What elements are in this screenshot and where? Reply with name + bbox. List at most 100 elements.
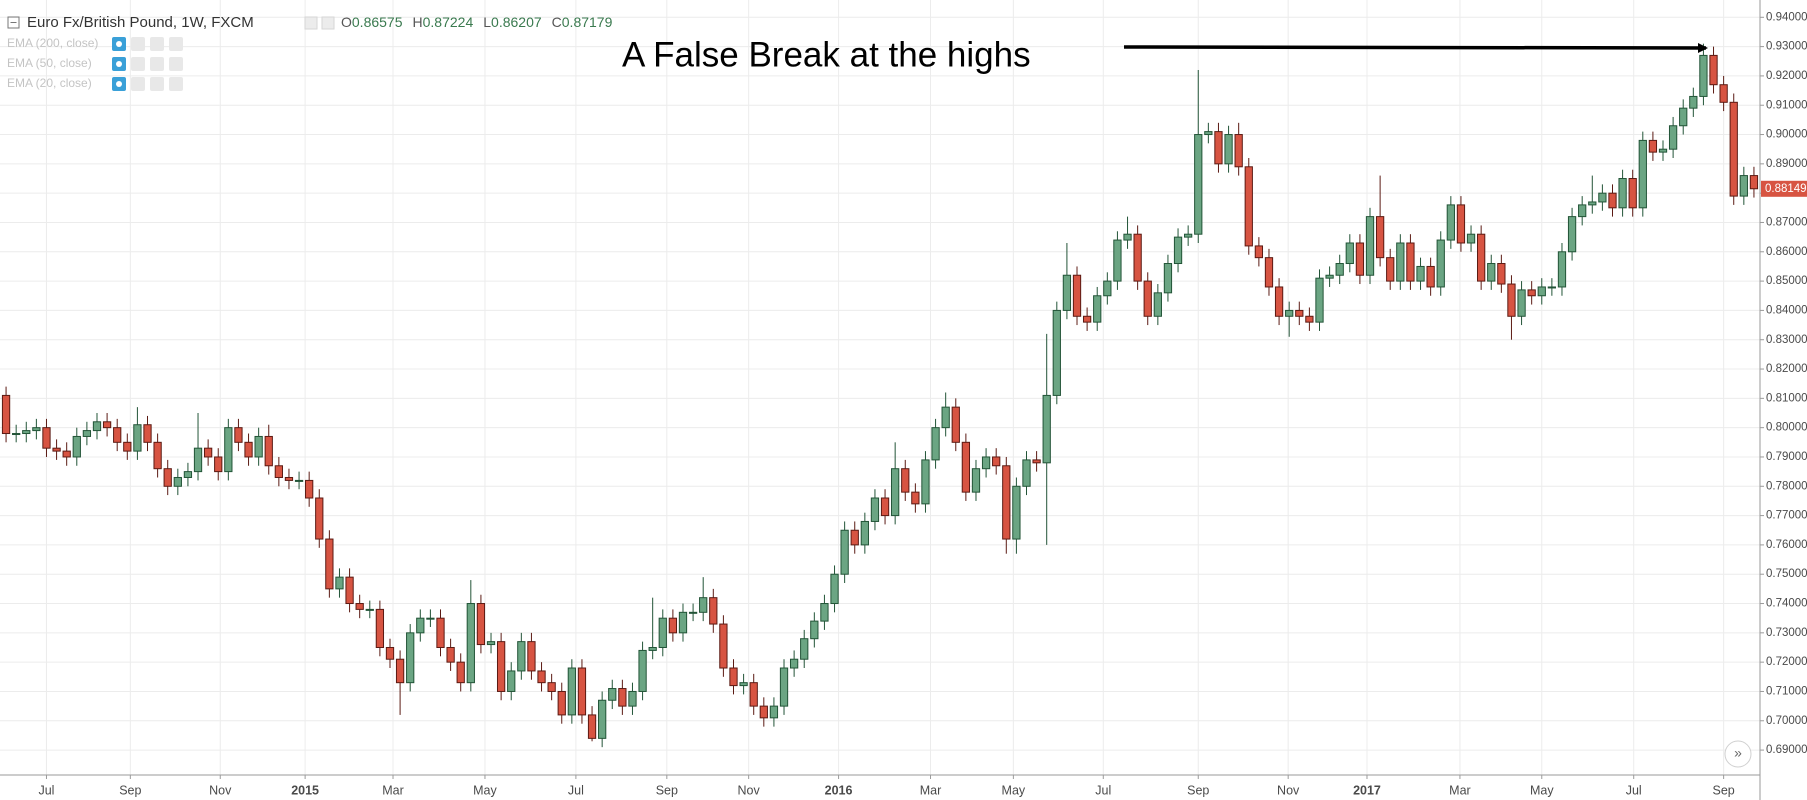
candle-body: [385, 646, 395, 660]
candle-body: [1184, 233, 1193, 238]
indicator-icon[interactable]: [131, 57, 145, 71]
candle-body: [476, 603, 486, 646]
scroll-button[interactable]: [1724, 740, 1752, 768]
y-tick-label: 0.87000: [1766, 217, 1807, 229]
y-tick-label: 0.81000: [1766, 392, 1807, 404]
candle-body: [1588, 201, 1597, 206]
y-tick-label: 0.75000: [1766, 568, 1807, 580]
candle-body: [1386, 257, 1395, 282]
candle-body: [1567, 216, 1577, 253]
candle-body: [1608, 192, 1617, 209]
candle-body: [587, 714, 597, 739]
candle-body: [224, 427, 233, 473]
x-tick-label: May: [473, 783, 497, 797]
candle-body: [1729, 101, 1738, 197]
indicator-icon[interactable]: [131, 37, 145, 51]
ohlc-values: O0.86575 H0.87224 L0.86207 C0.87179: [341, 14, 613, 30]
candle-body: [274, 465, 283, 478]
ohlc-value: 0.87179: [562, 14, 613, 30]
chart-title: Euro Fx/British Pound, 1W, FXCM: [27, 14, 254, 31]
y-tick-label: 0.70000: [1766, 715, 1807, 727]
y-tick-label: 0.83000: [1766, 334, 1807, 346]
candle-body: [1254, 245, 1264, 259]
y-tick-label: 0.92000: [1766, 70, 1807, 82]
candle-body: [1113, 239, 1122, 282]
candle-body: [658, 617, 667, 648]
candle-body: [1547, 286, 1557, 289]
candle-body: [1618, 178, 1627, 209]
indicator-icon[interactable]: [150, 57, 164, 71]
candle-body: [143, 424, 152, 443]
candle-body: [759, 705, 768, 719]
candle-body: [72, 435, 81, 458]
candle-body: [294, 479, 304, 482]
candle-body: [1072, 274, 1082, 317]
ohlc-value: 0.87224: [423, 14, 474, 30]
indicator-label: EMA (20, close): [7, 76, 92, 90]
candle-body: [1578, 204, 1587, 218]
candle-body: [1305, 315, 1314, 323]
ohlc-label: C: [552, 14, 562, 30]
candle-body: [1517, 289, 1526, 317]
candle-body: [92, 421, 102, 432]
indicator-icon[interactable]: [169, 77, 183, 91]
candle-body: [102, 421, 112, 429]
x-tick-label: Jul: [1626, 783, 1642, 797]
y-tick-label: 0.91000: [1766, 99, 1807, 111]
candle-body: [123, 441, 132, 452]
last-price-label: 0.88149: [1765, 183, 1807, 195]
candle-body: [335, 576, 344, 590]
candle-body: [840, 529, 849, 575]
title-icon[interactable]: [304, 16, 318, 30]
x-tick-label: 2017: [1353, 783, 1381, 797]
ohlc-label: O: [341, 14, 352, 30]
x-tick-label: 2016: [825, 783, 853, 797]
candle-body: [1739, 175, 1748, 197]
candle-body: [1012, 485, 1021, 540]
candle-body: [719, 623, 728, 669]
candles: [1, 43, 1759, 748]
x-tick-label: May: [1002, 783, 1026, 797]
candle-body: [1416, 265, 1425, 282]
candle-body: [1557, 251, 1567, 288]
collapse-toggle[interactable]: [7, 16, 20, 29]
candle-body: [395, 658, 405, 684]
candle-body: [941, 406, 950, 429]
x-tick-label: 2015: [291, 783, 319, 797]
candle-body: [1527, 289, 1536, 297]
annotation: A False Break at the highs: [622, 35, 1031, 74]
candle-body: [598, 699, 607, 739]
candle-body: [1062, 274, 1072, 311]
y-tick-label: 0.71000: [1766, 685, 1807, 697]
y-tick-label: 0.82000: [1766, 363, 1807, 375]
indicator-icon[interactable]: [150, 37, 164, 51]
indicator-icon[interactable]: [169, 57, 183, 71]
title-icon[interactable]: [321, 16, 335, 30]
candle-body: [688, 611, 698, 614]
candle-body: [1426, 265, 1435, 288]
candle-body: [416, 617, 425, 634]
candle-body: [789, 658, 799, 669]
y-tick-label: 0.80000: [1766, 422, 1807, 434]
candle-body: [12, 433, 21, 436]
candle-body: [315, 497, 324, 540]
x-tick-label: Sep: [656, 783, 678, 797]
candle-body: [901, 468, 910, 493]
candle-body: [739, 682, 748, 687]
candle-body: [1689, 95, 1698, 109]
candle-body: [234, 427, 243, 443]
candle-body: [517, 641, 526, 672]
indicator-icon[interactable]: [150, 77, 164, 91]
candle-body: [183, 471, 193, 478]
candle-body: [1163, 263, 1173, 294]
indicator-icon[interactable]: [169, 37, 183, 51]
x-tick-label: Sep: [1187, 783, 1209, 797]
candle-body: [1204, 131, 1213, 136]
scroll-icon: »: [1734, 745, 1742, 761]
candle-body: [1295, 309, 1304, 317]
candle-body: [406, 632, 415, 684]
candle-body: [1456, 204, 1466, 244]
indicator-icon[interactable]: [131, 77, 145, 91]
